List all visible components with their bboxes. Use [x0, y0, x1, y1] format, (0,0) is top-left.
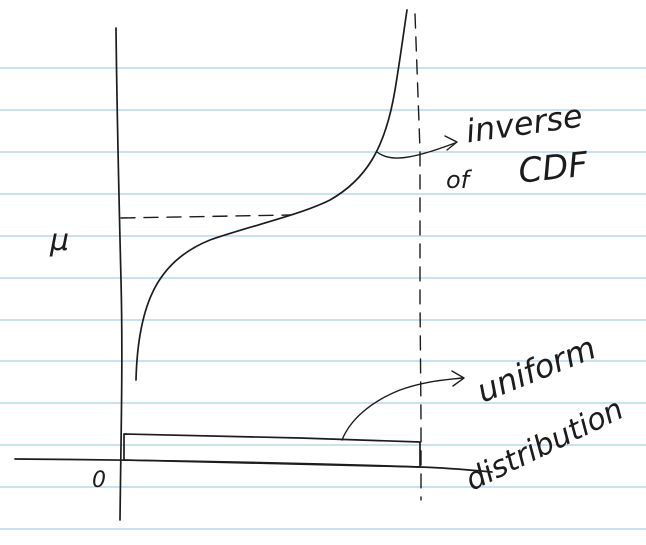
ruled-lines: [0, 67, 646, 530]
asymptote-dashed-line: [414, 13, 422, 501]
inverse-cdf-label: inverse: [463, 96, 584, 150]
mu-label: μ: [49, 223, 69, 258]
uniform-arrow: [341, 377, 463, 441]
uniform-arrowhead: [451, 370, 465, 387]
inverse-cdf-arrow: [376, 142, 456, 159]
origin-label: 0: [92, 468, 106, 493]
inverse-cdf-label-line1: inverse: [463, 96, 584, 150]
y-axis: [115, 27, 123, 521]
inverse-cdf-label-line2: of: [446, 166, 473, 194]
inverse-cdf-label-line3: CDF: [516, 145, 590, 192]
uniform-label-line1: uniform: [471, 328, 601, 410]
mu-dashed-line: [120, 214, 291, 219]
inverse-cdf-arrowhead: [444, 135, 458, 151]
inverse-cdf-curve: [135, 9, 408, 381]
uniform-distribution-label: uniform: [471, 328, 601, 410]
uniform-distribution-box: [123, 433, 421, 468]
